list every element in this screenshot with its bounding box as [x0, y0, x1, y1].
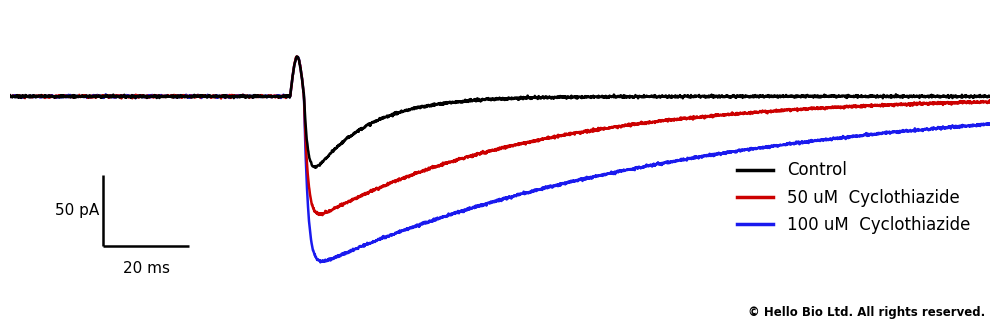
Text: 50 pA: 50 pA	[55, 203, 99, 218]
Text: © Hello Bio Ltd. All rights reserved.: © Hello Bio Ltd. All rights reserved.	[748, 306, 985, 319]
Text: 20 ms: 20 ms	[123, 262, 170, 276]
Legend: Control, 50 uM  Cyclothiazide, 100 uM  Cyclothiazide: Control, 50 uM Cyclothiazide, 100 uM Cyc…	[730, 155, 977, 240]
